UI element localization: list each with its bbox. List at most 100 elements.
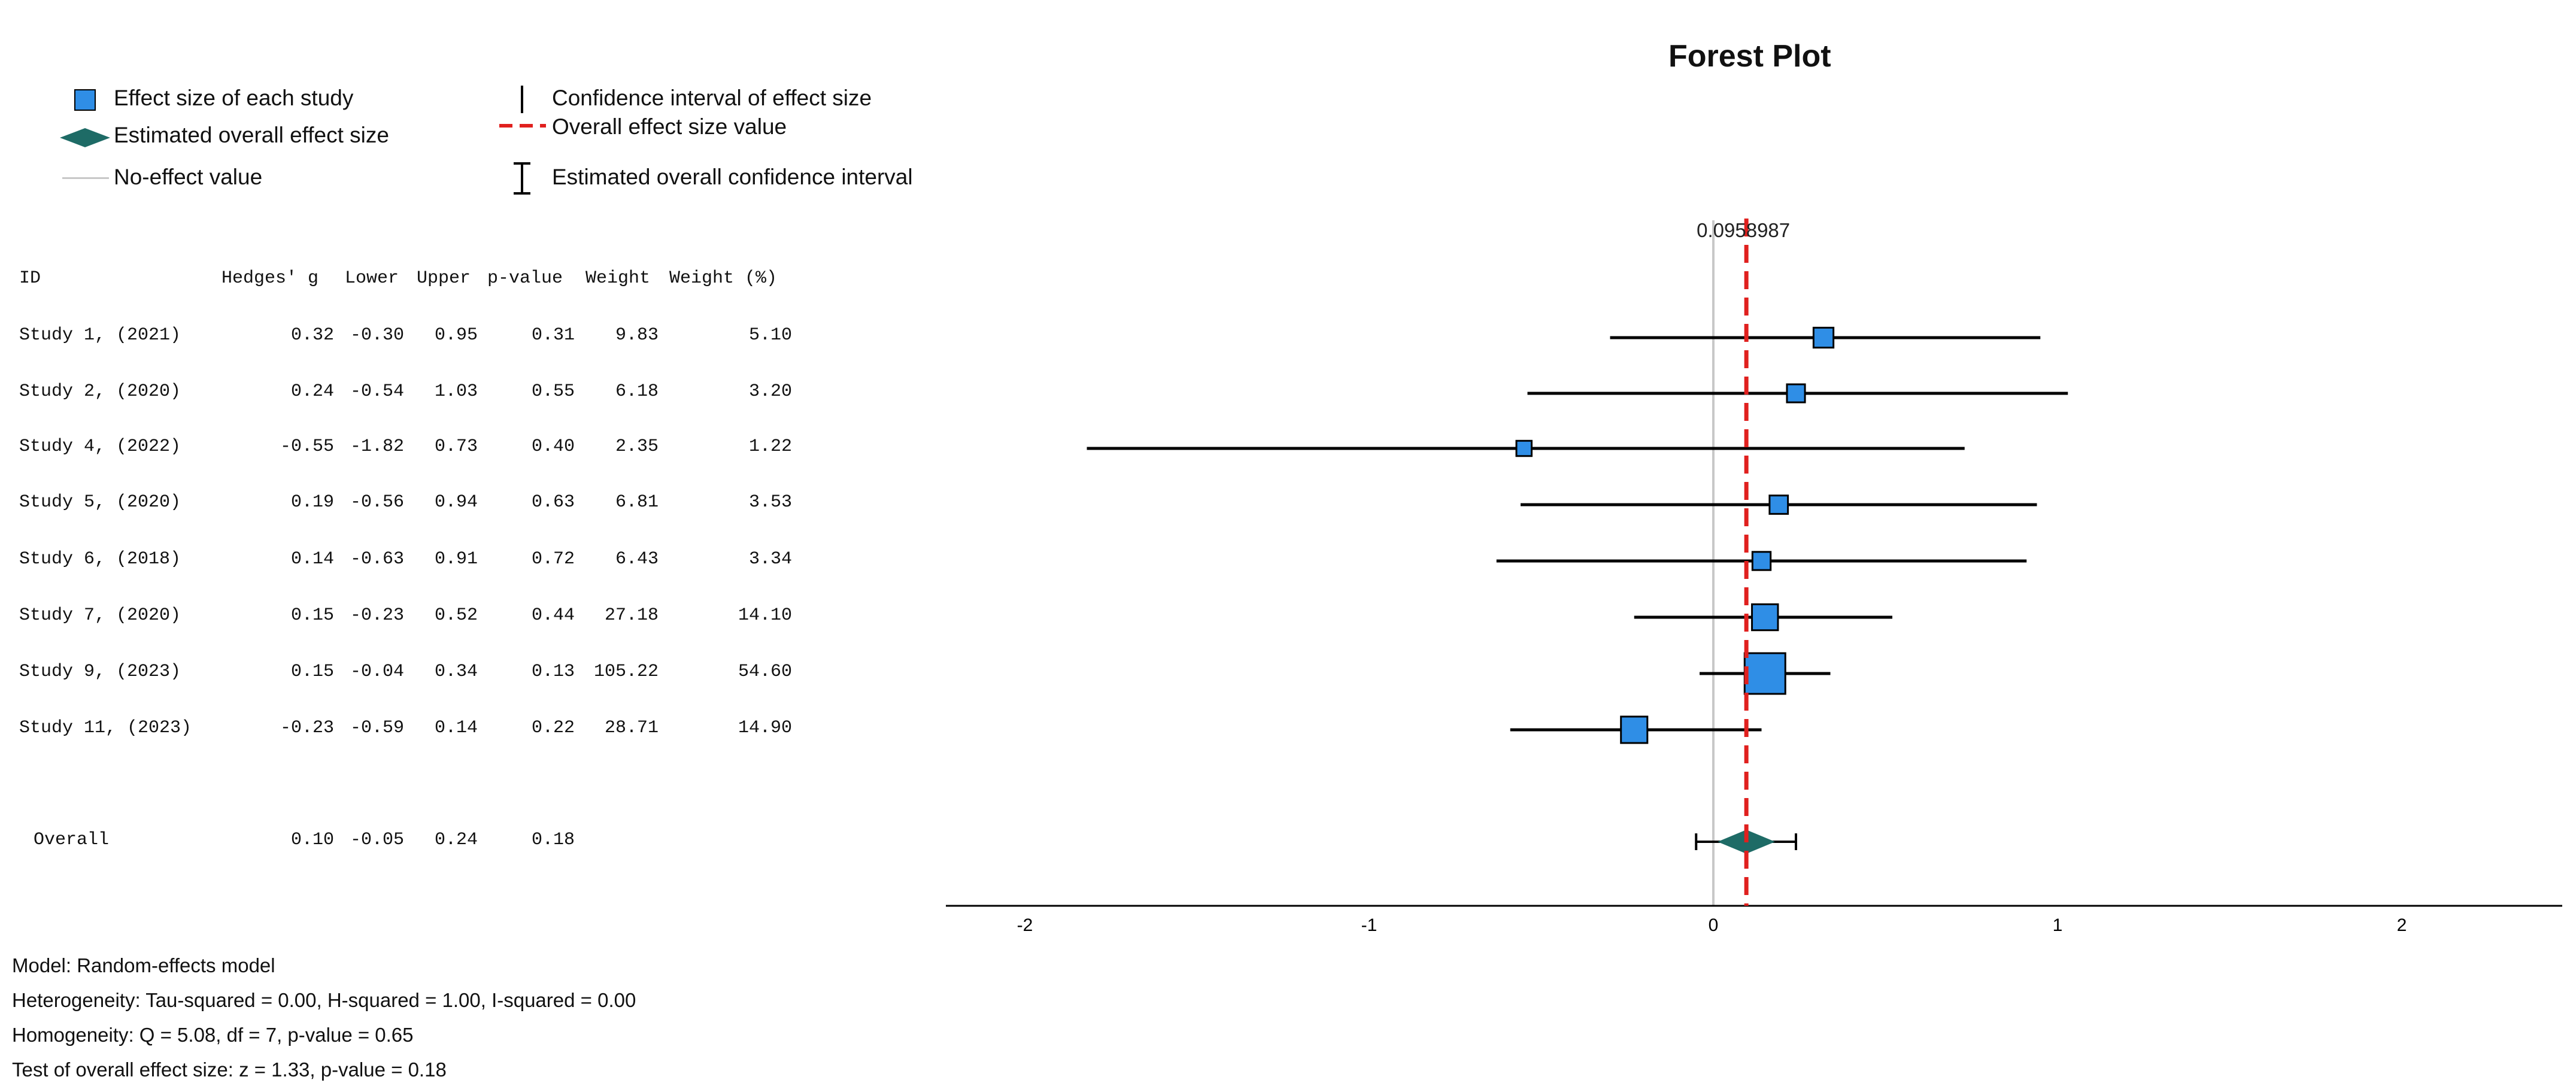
study-p: 0.63 xyxy=(531,492,575,512)
x-tick-label: -2 xyxy=(1017,915,1033,935)
header-weight-pct: Weight (%) xyxy=(669,268,778,289)
study-upper: 0.52 xyxy=(434,605,478,626)
effect-square xyxy=(1751,551,1772,571)
study-g: 0.19 xyxy=(290,492,334,512)
header-hedges-g: Hedges' g xyxy=(222,268,319,289)
legend-overall-line-swatch xyxy=(499,124,546,128)
overall-g: 0.10 xyxy=(290,830,334,850)
study-id: Study 7, (2020) xyxy=(19,605,181,626)
study-weight: 105.22 xyxy=(593,662,659,682)
study-g: 0.32 xyxy=(290,325,334,345)
overall-upper: 0.24 xyxy=(434,830,478,850)
study-weight: 6.81 xyxy=(615,492,659,512)
study-id: Study 5, (2020) xyxy=(19,492,181,512)
study-lower: -1.82 xyxy=(350,436,404,457)
legend-no-effect-swatch xyxy=(62,177,109,179)
study-p: 0.13 xyxy=(531,662,575,682)
study-weight-pct: 3.20 xyxy=(748,381,792,402)
legend-overall-ci-label: Estimated overall confidence interval xyxy=(552,165,913,189)
footer-test: Test of overall effect size: z = 1.33, p… xyxy=(12,1058,447,1081)
study-lower: -0.54 xyxy=(350,381,404,402)
overall-label: Overall xyxy=(34,830,110,850)
header-p-value: p-value xyxy=(487,268,563,289)
study-weight-pct: 3.53 xyxy=(748,492,792,512)
study-upper: 0.91 xyxy=(434,549,478,569)
effect-square xyxy=(1812,326,1835,349)
legend-square-swatch xyxy=(74,89,96,111)
overall-p: 0.18 xyxy=(531,830,575,850)
x-tick-label: 0 xyxy=(1709,915,1719,935)
study-upper: 0.95 xyxy=(434,325,478,345)
study-weight: 6.43 xyxy=(615,549,659,569)
legend-ci-swatch xyxy=(521,86,523,113)
study-p: 0.72 xyxy=(531,549,575,569)
x-tick-label: -1 xyxy=(1361,915,1377,935)
legend-diamond-swatch xyxy=(60,128,110,147)
study-weight: 28.71 xyxy=(604,718,659,738)
study-p: 0.44 xyxy=(531,605,575,626)
study-g: 0.15 xyxy=(290,605,334,626)
study-weight-pct: 1.22 xyxy=(748,436,792,457)
footer-heterogeneity: Heterogeneity: Tau-squared = 0.00, H-squ… xyxy=(12,989,636,1011)
study-weight: 2.35 xyxy=(615,436,659,457)
study-weight: 6.18 xyxy=(615,381,659,402)
study-weight-pct: 14.10 xyxy=(738,605,792,626)
study-id: Study 2, (2020) xyxy=(19,381,181,402)
study-id: Study 1, (2021) xyxy=(19,325,181,345)
effect-square xyxy=(1515,439,1533,457)
legend-overall-effect-label: Estimated overall effect size xyxy=(114,123,389,147)
study-g: 0.14 xyxy=(290,549,334,569)
study-lower: -0.59 xyxy=(350,718,404,738)
overall-lower: -0.05 xyxy=(350,830,404,850)
study-upper: 0.14 xyxy=(434,718,478,738)
study-g: -0.55 xyxy=(280,436,334,457)
effect-square xyxy=(1743,652,1786,695)
effect-square xyxy=(1620,715,1649,744)
plot-title: Forest Plot xyxy=(1668,39,1831,74)
legend-ci-label: Confidence interval of effect size xyxy=(552,86,872,110)
study-lower: -0.04 xyxy=(350,662,404,682)
study-upper: 0.73 xyxy=(434,436,478,457)
study-id: Study 6, (2018) xyxy=(19,549,181,569)
study-g: 0.24 xyxy=(290,381,334,402)
footer-homogeneity: Homogeneity: Q = 5.08, df = 7, p-value =… xyxy=(12,1024,414,1046)
study-g: -0.23 xyxy=(280,718,334,738)
study-upper: 0.94 xyxy=(434,492,478,512)
legend-effect-size-label: Effect size of each study xyxy=(114,86,354,110)
study-upper: 0.34 xyxy=(434,662,478,682)
effect-square xyxy=(1786,383,1806,404)
legend-no-effect-label: No-effect value xyxy=(114,165,263,189)
legend-overall-value-label: Overall effect size value xyxy=(552,114,787,139)
effect-square xyxy=(1751,603,1779,632)
study-p: 0.22 xyxy=(531,718,575,738)
study-p: 0.55 xyxy=(531,381,575,402)
study-p: 0.40 xyxy=(531,436,575,457)
study-id: Study 11, (2023) xyxy=(19,718,192,738)
study-weight: 9.83 xyxy=(615,325,659,345)
study-lower: -0.30 xyxy=(350,325,404,345)
study-id: Study 4, (2022) xyxy=(19,436,181,457)
header-weight: Weight xyxy=(585,268,651,289)
study-lower: -0.23 xyxy=(350,605,404,626)
study-p: 0.31 xyxy=(531,325,575,345)
legend-overall-ci-swatch xyxy=(514,162,530,195)
x-tick-label: 2 xyxy=(2397,915,2407,935)
footer-model: Model: Random-effects model xyxy=(12,954,275,976)
study-weight-pct: 3.34 xyxy=(748,549,792,569)
overall-value-label: 0.0958987 xyxy=(1697,219,1790,241)
study-weight-pct: 14.90 xyxy=(738,718,792,738)
study-weight: 27.18 xyxy=(604,605,659,626)
study-g: 0.15 xyxy=(290,662,334,682)
study-upper: 1.03 xyxy=(434,381,478,402)
study-weight-pct: 54.60 xyxy=(738,662,792,682)
header-id: ID xyxy=(19,268,41,289)
effect-square xyxy=(1768,495,1789,515)
study-id: Study 9, (2023) xyxy=(19,662,181,682)
study-weight-pct: 5.10 xyxy=(748,325,792,345)
header-upper: Upper xyxy=(417,268,471,289)
x-tick-label: 1 xyxy=(2053,915,2063,935)
header-lower: Lower xyxy=(345,268,399,289)
study-lower: -0.56 xyxy=(350,492,404,512)
study-lower: -0.63 xyxy=(350,549,404,569)
